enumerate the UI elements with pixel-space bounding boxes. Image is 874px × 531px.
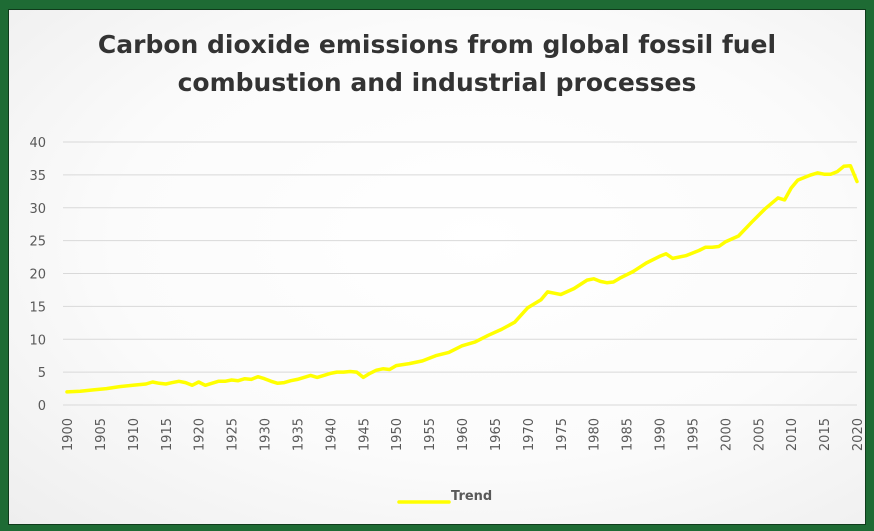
x-tick-label: 1925	[226, 418, 241, 451]
y-tick-label: 5	[38, 366, 46, 381]
y-tick-label: 30	[29, 202, 46, 217]
x-tick-label: 2015	[818, 418, 833, 451]
x-tick-label: 1920	[193, 418, 208, 451]
y-tick-label: 20	[29, 268, 46, 283]
y-tick-label: 35	[29, 169, 46, 184]
chart-title-line-2: combustion and industrial processes	[177, 68, 697, 97]
y-tick-label: 40	[29, 136, 46, 151]
x-tick-label: 1975	[555, 418, 570, 451]
y-tick-label: 0	[38, 399, 46, 414]
y-tick-label: 15	[29, 300, 46, 315]
x-tick-label: 1965	[489, 418, 504, 451]
chart-frame	[8, 9, 866, 525]
x-tick-label: 1905	[94, 418, 109, 451]
x-tick-label: 2005	[752, 418, 767, 451]
series-group	[65, 163, 859, 394]
x-tick-label: 1990	[654, 418, 669, 451]
x-tick-label: 1980	[588, 418, 603, 451]
y-tick-label: 25	[29, 235, 46, 250]
x-tick-label: 1900	[61, 418, 76, 451]
x-tick-label: 1985	[621, 418, 636, 451]
x-tick-label: 1995	[686, 418, 701, 451]
x-tick-label: 1955	[423, 418, 438, 451]
series-line-trend	[65, 163, 859, 394]
y-axis-ticks: 0 5 10 15 20 25 30 35 40	[29, 136, 46, 414]
x-tick-label: 1970	[522, 418, 537, 451]
x-axis-ticks: 1900 1905 1910 1915 1920 1925 1930 1935 1940 1945…	[61, 418, 866, 451]
legend: Trend	[397, 489, 492, 504]
x-tick-label: 2020	[851, 418, 866, 451]
x-tick-label: 1935	[291, 418, 306, 451]
x-tick-label: 1960	[456, 418, 471, 451]
y-tick-label: 10	[29, 333, 46, 348]
x-tick-label: 1940	[324, 418, 339, 451]
legend-label-trend: Trend	[451, 489, 492, 504]
x-tick-label: 2010	[785, 418, 800, 451]
x-tick-label: 2000	[719, 418, 734, 451]
x-tick-label: 1915	[160, 418, 175, 451]
chart-title-line-1: Carbon dioxide emissions from global fos…	[97, 30, 777, 59]
x-tick-label: 1910	[127, 418, 142, 451]
chart-title: Carbon dioxide emissions from global fos…	[8, 26, 866, 102]
gridlines	[63, 141, 857, 406]
x-tick-label: 1930	[259, 418, 274, 451]
x-tick-label: 1950	[390, 418, 405, 451]
x-tick-label: 1945	[357, 418, 372, 451]
